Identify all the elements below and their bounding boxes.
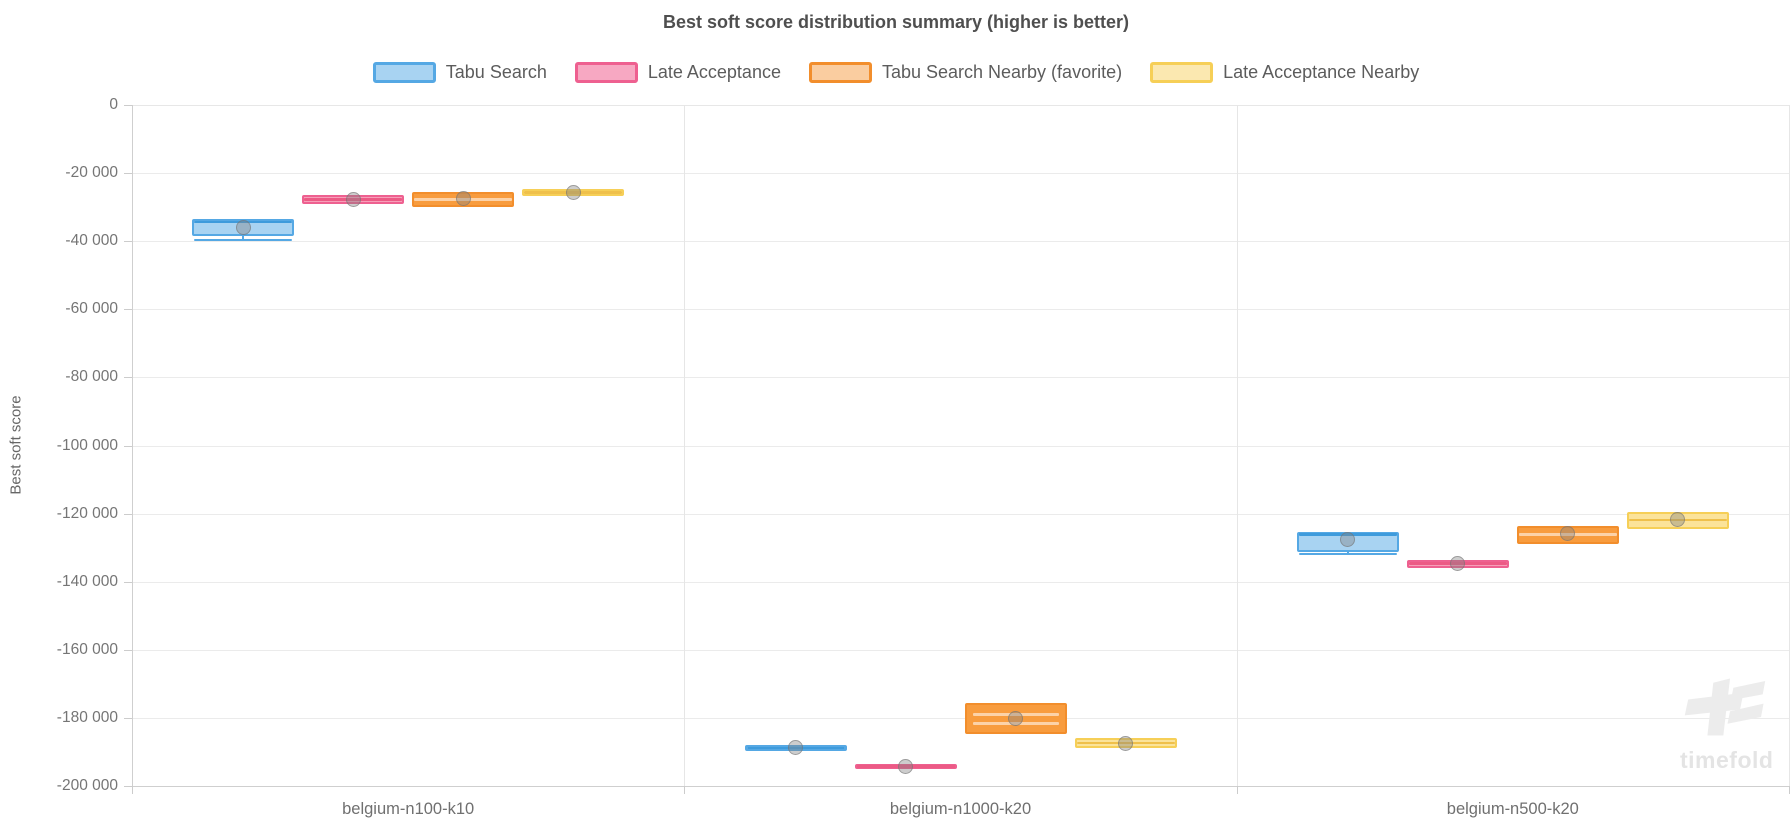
mean-dot <box>565 184 581 200</box>
y-tick-mark <box>124 173 132 175</box>
whisker-cap <box>194 238 293 242</box>
mean-dot <box>1008 711 1023 727</box>
gridline <box>132 309 1789 311</box>
y-tick-mark <box>124 649 132 651</box>
legend: Tabu Search Late Acceptance Tabu Search Ne… <box>0 62 1792 83</box>
y-tick-label: -140 000 <box>56 572 118 590</box>
gridline <box>132 241 1789 243</box>
mean-dot <box>1670 512 1686 528</box>
y-tick-mark <box>124 513 132 515</box>
y-tick-mark <box>124 377 132 379</box>
legend-label: Late Acceptance Nearby <box>1223 62 1420 82</box>
y-tick-mark <box>124 105 132 106</box>
gridline <box>132 717 1789 719</box>
mean-dot <box>788 740 803 756</box>
watermark-text: timefold <box>1680 747 1774 773</box>
timefold-logo-icon <box>1684 678 1766 736</box>
y-tick-label: -160 000 <box>56 640 118 658</box>
gridline <box>132 649 1789 651</box>
panel-divider <box>684 105 686 786</box>
y-tick-label: -80 000 <box>65 368 118 386</box>
legend-label: Tabu Search Nearby (favorite) <box>881 62 1123 82</box>
gridline <box>132 445 1789 447</box>
gridline <box>132 377 1789 379</box>
x-tick-mark <box>1789 786 1790 794</box>
gridline <box>132 105 1789 106</box>
legend-swatch-tabu-search <box>372 62 436 83</box>
x-tick-mark <box>1236 786 1238 794</box>
y-tick-label: -180 000 <box>56 708 118 726</box>
y-tick-mark <box>124 717 132 719</box>
y-tick-label: -200 000 <box>56 777 118 794</box>
timefold-watermark: timefold <box>1680 676 1774 774</box>
y-tick-label: -100 000 <box>56 436 118 454</box>
y-tick-mark <box>124 445 132 447</box>
whisker-stem <box>242 236 244 241</box>
y-axis-line <box>132 105 133 793</box>
panel-divider <box>1789 105 1790 786</box>
y-tick-mark <box>124 309 132 311</box>
mean-dot <box>1118 736 1133 752</box>
y-tick-mark <box>124 241 132 243</box>
mean-dot <box>345 192 361 208</box>
y-tick-label: -120 000 <box>56 504 118 522</box>
mean-dot <box>1560 526 1576 542</box>
legend-item-late-acceptance[interactable]: Late Acceptance <box>574 62 781 83</box>
legend-swatch-tabu-search-nearby-favorite <box>808 62 872 83</box>
y-tick-mark <box>124 581 132 583</box>
gridline <box>132 581 1789 583</box>
x-category-label: belgium-n100-k10 <box>342 800 475 818</box>
y-tick-label: -40 000 <box>65 232 118 250</box>
x-category-label: belgium-n500-k20 <box>1446 800 1579 818</box>
legend-item-late-acceptance-nearby[interactable]: Late Acceptance Nearby <box>1150 62 1419 83</box>
panel-divider <box>1236 105 1238 786</box>
x-tick-mark <box>132 786 133 794</box>
mean-dot <box>455 191 471 207</box>
legend-label: Late Acceptance <box>647 62 781 82</box>
x-axis-line <box>132 786 1789 787</box>
y-tick-label: -60 000 <box>65 300 118 318</box>
x-tick-mark <box>684 786 686 794</box>
legend-label: Tabu Search <box>445 62 547 82</box>
gridline <box>132 513 1789 515</box>
x-category-label: belgium-n1000-k20 <box>889 800 1032 818</box>
chart-title: Best soft score distribution summary (hi… <box>662 12 1130 32</box>
mean-dot <box>898 759 913 775</box>
legend-swatch-late-acceptance <box>574 62 638 83</box>
legend-item-tabu-search[interactable]: Tabu Search <box>372 62 547 83</box>
mean-dot <box>1340 531 1356 547</box>
gridline <box>132 173 1789 175</box>
legend-item-tabu-search-nearby-favorite[interactable]: Tabu Search Nearby (favorite) <box>808 62 1123 83</box>
y-tick-mark <box>124 786 132 787</box>
mean-dot <box>1450 556 1466 572</box>
whisker-cap <box>1298 552 1397 556</box>
y-tick-label: -20 000 <box>65 164 118 182</box>
mean-dot <box>235 219 251 235</box>
y-tick-label: 0 <box>109 96 118 113</box>
legend-swatch-late-acceptance-nearby <box>1150 62 1214 83</box>
